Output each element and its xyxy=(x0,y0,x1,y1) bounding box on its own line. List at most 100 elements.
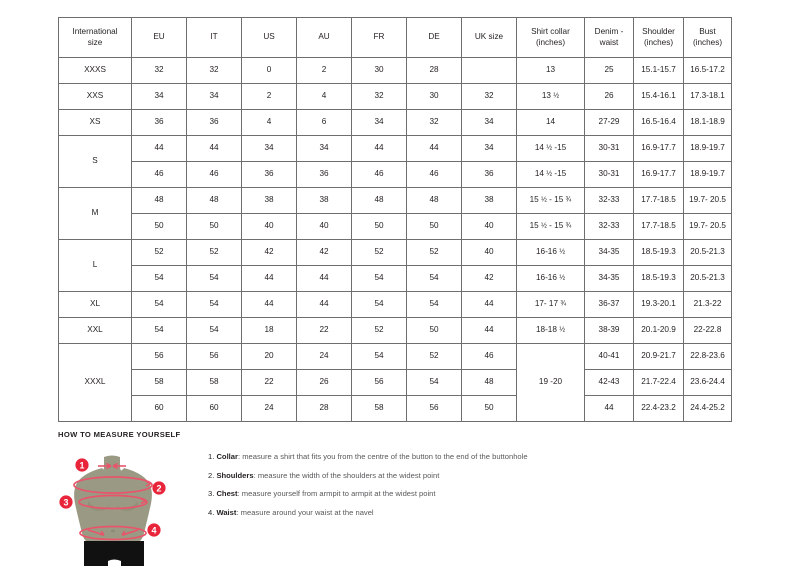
marker-3-label: 3 xyxy=(63,497,68,507)
table-row: S 44 44 34 34 44 44 34 14 ½ -15 30-31 16.9-17.7 18.… xyxy=(58,135,732,188)
cell-eu: 54 xyxy=(131,317,187,344)
cell-us: 38 xyxy=(241,187,297,214)
table-row: XXXS 32 32 0 2 30 28 13 25 15.1-15.7 16.5-17.2 xyxy=(58,57,732,84)
cell-it: 58 xyxy=(186,369,242,396)
cell-shoulder: 21.7-22.4 xyxy=(633,369,684,396)
cell-eu: 44 xyxy=(131,135,187,162)
waist-arrow-right xyxy=(121,529,139,536)
cell-eu: 46 xyxy=(131,161,187,188)
marker-2-label: 2 xyxy=(156,483,161,493)
cell-eu: 58 xyxy=(131,369,187,396)
cell-shoulder: 17.7-18.5 xyxy=(633,187,684,214)
table-row: L 52 52 42 42 52 52 40 16-16 ½ 34-35 18.5-19.3 20.5… xyxy=(58,239,732,292)
cell-us: 44 xyxy=(241,291,297,318)
cell-bust: 18.1-18.9 xyxy=(683,109,732,136)
cell-shoulder: 15.1-15.7 xyxy=(633,57,684,84)
header-line-2: size xyxy=(87,37,103,47)
col-header-de: DE xyxy=(406,17,462,58)
shoulder-measure-ellipse xyxy=(73,476,153,494)
cell-us: 34 xyxy=(241,135,297,162)
cell-us: 2 xyxy=(241,83,297,110)
marker-1-label: 1 xyxy=(79,460,84,470)
cell-de: 50 xyxy=(406,213,462,240)
cell-it: 48 xyxy=(186,187,242,214)
cell-au: 4 xyxy=(296,83,352,110)
cell-de: 54 xyxy=(406,265,462,292)
measure-step: 3. Chest: measure yourself from armpit t… xyxy=(208,490,528,498)
chest-arrowhead xyxy=(140,498,147,505)
cell-eu: 50 xyxy=(131,213,187,240)
waist-measure-ellipse xyxy=(79,525,147,541)
table-row: 58 58 22 26 56 54 48 42-43 21.7-22.4 23.6-24.4 xyxy=(59,369,732,396)
cell-eu: 52 xyxy=(131,239,187,266)
cell-fr: 58 xyxy=(351,395,407,422)
cell-bust: 19.7- 20.5 xyxy=(683,187,732,214)
cell-shirt-collar: 13 ½ xyxy=(516,83,585,110)
cell-au: 40 xyxy=(296,213,352,240)
cell-us: 42 xyxy=(241,239,297,266)
cell-shoulder: 15.4-16.1 xyxy=(633,83,684,110)
table-row: XS 36 36 4 6 34 32 34 14 27-29 16.5-16.4 18.1-18.9 xyxy=(58,109,732,136)
cell-uk: 48 xyxy=(461,369,517,396)
cell-bust: 18.9-19.7 xyxy=(683,161,732,188)
cell-shirt-collar: 15 ½ - 15 ¾ xyxy=(516,213,585,240)
cell-shoulder: 17.7-18.5 xyxy=(633,213,684,240)
cell-bust: 17.3-18.1 xyxy=(683,83,732,110)
cell-fr: 50 xyxy=(351,213,407,240)
cell-uk: 34 xyxy=(461,109,517,136)
header-line-1: Shoulder xyxy=(642,27,675,37)
cell-au: 44 xyxy=(296,291,352,318)
cell-international-size: L xyxy=(58,239,132,292)
cell-denim: 38-39 xyxy=(584,317,634,344)
torso-illustration-svg: 1 2 3 4 xyxy=(59,455,166,566)
cell-au: 22 xyxy=(296,317,352,344)
table-header-row: International size EU IT US AU FR DE UK … xyxy=(58,17,732,58)
cell-shirt-collar: 13 xyxy=(516,57,585,84)
cell-shoulder: 16.9-17.7 xyxy=(633,161,684,188)
shoulder-arrowhead xyxy=(145,480,152,487)
cell-uk: 46 xyxy=(461,343,517,370)
cell-de: 52 xyxy=(406,343,462,370)
cell-shoulder: 20.9-21.7 xyxy=(633,343,684,370)
cell-uk: 40 xyxy=(461,213,517,240)
step-name: Shoulders xyxy=(216,470,254,480)
cell-shirt-collar: 14 ½ -15 xyxy=(516,161,585,188)
cell-international-size: S xyxy=(58,135,132,188)
cell-au: 34 xyxy=(296,135,352,162)
cell-it: 32 xyxy=(186,57,242,84)
marker-4-label: 4 xyxy=(151,525,156,535)
cell-au: 38 xyxy=(296,187,352,214)
cell-denim: 27-29 xyxy=(584,109,634,136)
cell-denim: 40-41 xyxy=(584,343,634,370)
cell-it: 54 xyxy=(186,265,242,292)
cell-it: 36 xyxy=(186,109,242,136)
table-body: XXXS 32 32 0 2 30 28 13 25 15.1-15.7 16.5-17.2 XXS 3… xyxy=(58,57,732,422)
step-name: Chest xyxy=(216,489,238,499)
marker-2-shoulders: 2 xyxy=(152,481,166,495)
cell-de: 32 xyxy=(406,109,462,136)
cell-denim: 34-35 xyxy=(584,239,634,266)
cell-uk: 44 xyxy=(461,317,517,344)
cell-de: 54 xyxy=(406,291,462,318)
cell-au: 44 xyxy=(296,265,352,292)
step-name: Waist xyxy=(216,507,237,517)
cell-shirt-collar: 16-16 ½ xyxy=(516,265,585,292)
cell-denim: 26 xyxy=(584,83,634,110)
cell-eu: 56 xyxy=(131,343,187,370)
cell-eu: 34 xyxy=(131,83,187,110)
cell-bust: 24.4-25.2 xyxy=(683,395,732,422)
cell-shirt-collar: 14 ½ -15 xyxy=(516,135,585,162)
table-row: 60 60 24 28 58 56 50 44 22.4-23.2 24.4-25.2 xyxy=(59,395,732,422)
table-row: XXL 54 54 18 22 52 50 44 18-18 ½ 38-39 20.1-20.9 22… xyxy=(58,317,732,344)
cell-fr: 56 xyxy=(351,369,407,396)
cell-fr: 44 xyxy=(351,135,407,162)
cell-shoulder: 22.4-23.2 xyxy=(633,395,684,422)
cell-us: 20 xyxy=(241,343,297,370)
col-header-bust: Bust (inches) xyxy=(683,17,732,58)
cell-shoulder: 18.5-19.3 xyxy=(633,239,684,266)
cell-denim: 32-33 xyxy=(584,187,634,214)
cell-us: 22 xyxy=(241,369,297,396)
cell-fr: 46 xyxy=(351,161,407,188)
cell-fr: 48 xyxy=(351,187,407,214)
